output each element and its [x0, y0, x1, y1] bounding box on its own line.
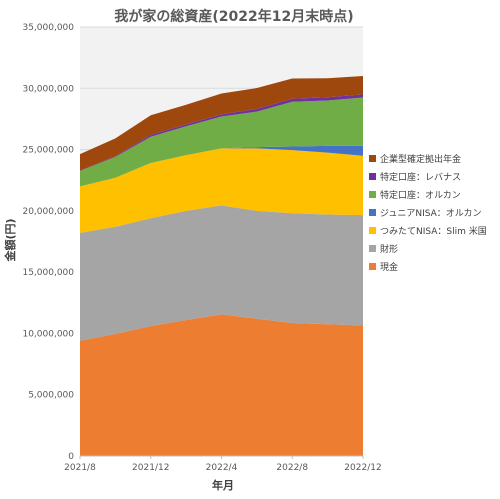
legend: 企業型確定拠出年金特定口座：レバナス特定口座：オルカンジュニアNISA：オルカン… [369, 153, 487, 273]
legend-item: 企業型確定拠出年金 [369, 153, 461, 165]
legend-label: ジュニアNISA：オルカン [380, 208, 482, 219]
legend-label: 企業型確定拠出年金 [380, 153, 461, 165]
y-axis-ticks: 0 5,000,000 10,000,000 15,000,000 20,000,000… [22, 23, 74, 462]
chart-title: 我が家の総資産(2022年12月末時点) [114, 8, 353, 25]
y-tick-label: 15,000,000 [22, 268, 74, 278]
area-series-6 [80, 76, 363, 171]
y-tick-label: 35,000,000 [22, 23, 74, 33]
legend-item: 現金 [369, 261, 398, 273]
x-tick-label: 2022/8 [276, 463, 308, 473]
x-tick-label: 2021/12 [132, 463, 169, 473]
legend-swatch [369, 155, 376, 162]
legend-item: つみたてNISA：Slim 米国 [369, 225, 487, 237]
legend-item: ジュニアNISA：オルカン [369, 208, 482, 219]
y-tick-label: 5,000,000 [28, 391, 74, 401]
x-axis-ticks: 2021/8 2021/12 2022/4 2022/8 2022/12 [64, 456, 382, 473]
x-tick-label: 2021/8 [64, 463, 96, 473]
legend-swatch [369, 227, 376, 234]
legend-item: 特定口座：オルカン [369, 189, 461, 201]
area-series-4 [80, 97, 363, 187]
legend-item: 財形 [369, 243, 398, 255]
y-axis-title: 金額(円) [3, 218, 17, 262]
y-tick-label: 30,000,000 [22, 84, 74, 94]
x-axis-title: 年月 [212, 478, 234, 492]
x-tick-label: 2022/4 [206, 463, 238, 473]
x-tick-label: 2022/12 [344, 463, 381, 473]
y-tick-label: 10,000,000 [22, 329, 74, 339]
area-series [80, 76, 363, 456]
y-tick-label: 0 [68, 452, 74, 462]
legend-item: 特定口座：レバナス [369, 171, 461, 183]
area-series-1 [80, 205, 363, 341]
legend-label: 財形 [380, 243, 398, 255]
y-tick-label: 25,000,000 [22, 146, 74, 156]
y-tick-label: 20,000,000 [22, 207, 74, 217]
legend-swatch [369, 263, 376, 270]
area-series-0 [80, 314, 363, 456]
legend-label: 特定口座：レバナス [380, 171, 461, 183]
area-series-3 [80, 145, 363, 187]
legend-label: 特定口座：オルカン [380, 189, 461, 201]
legend-swatch [369, 191, 376, 198]
legend-swatch [369, 245, 376, 252]
legend-label: つみたてNISA：Slim 米国 [380, 225, 487, 237]
legend-swatch [369, 209, 376, 216]
legend-label: 現金 [380, 261, 398, 273]
area-series-2 [80, 148, 363, 233]
legend-swatch [369, 173, 376, 180]
